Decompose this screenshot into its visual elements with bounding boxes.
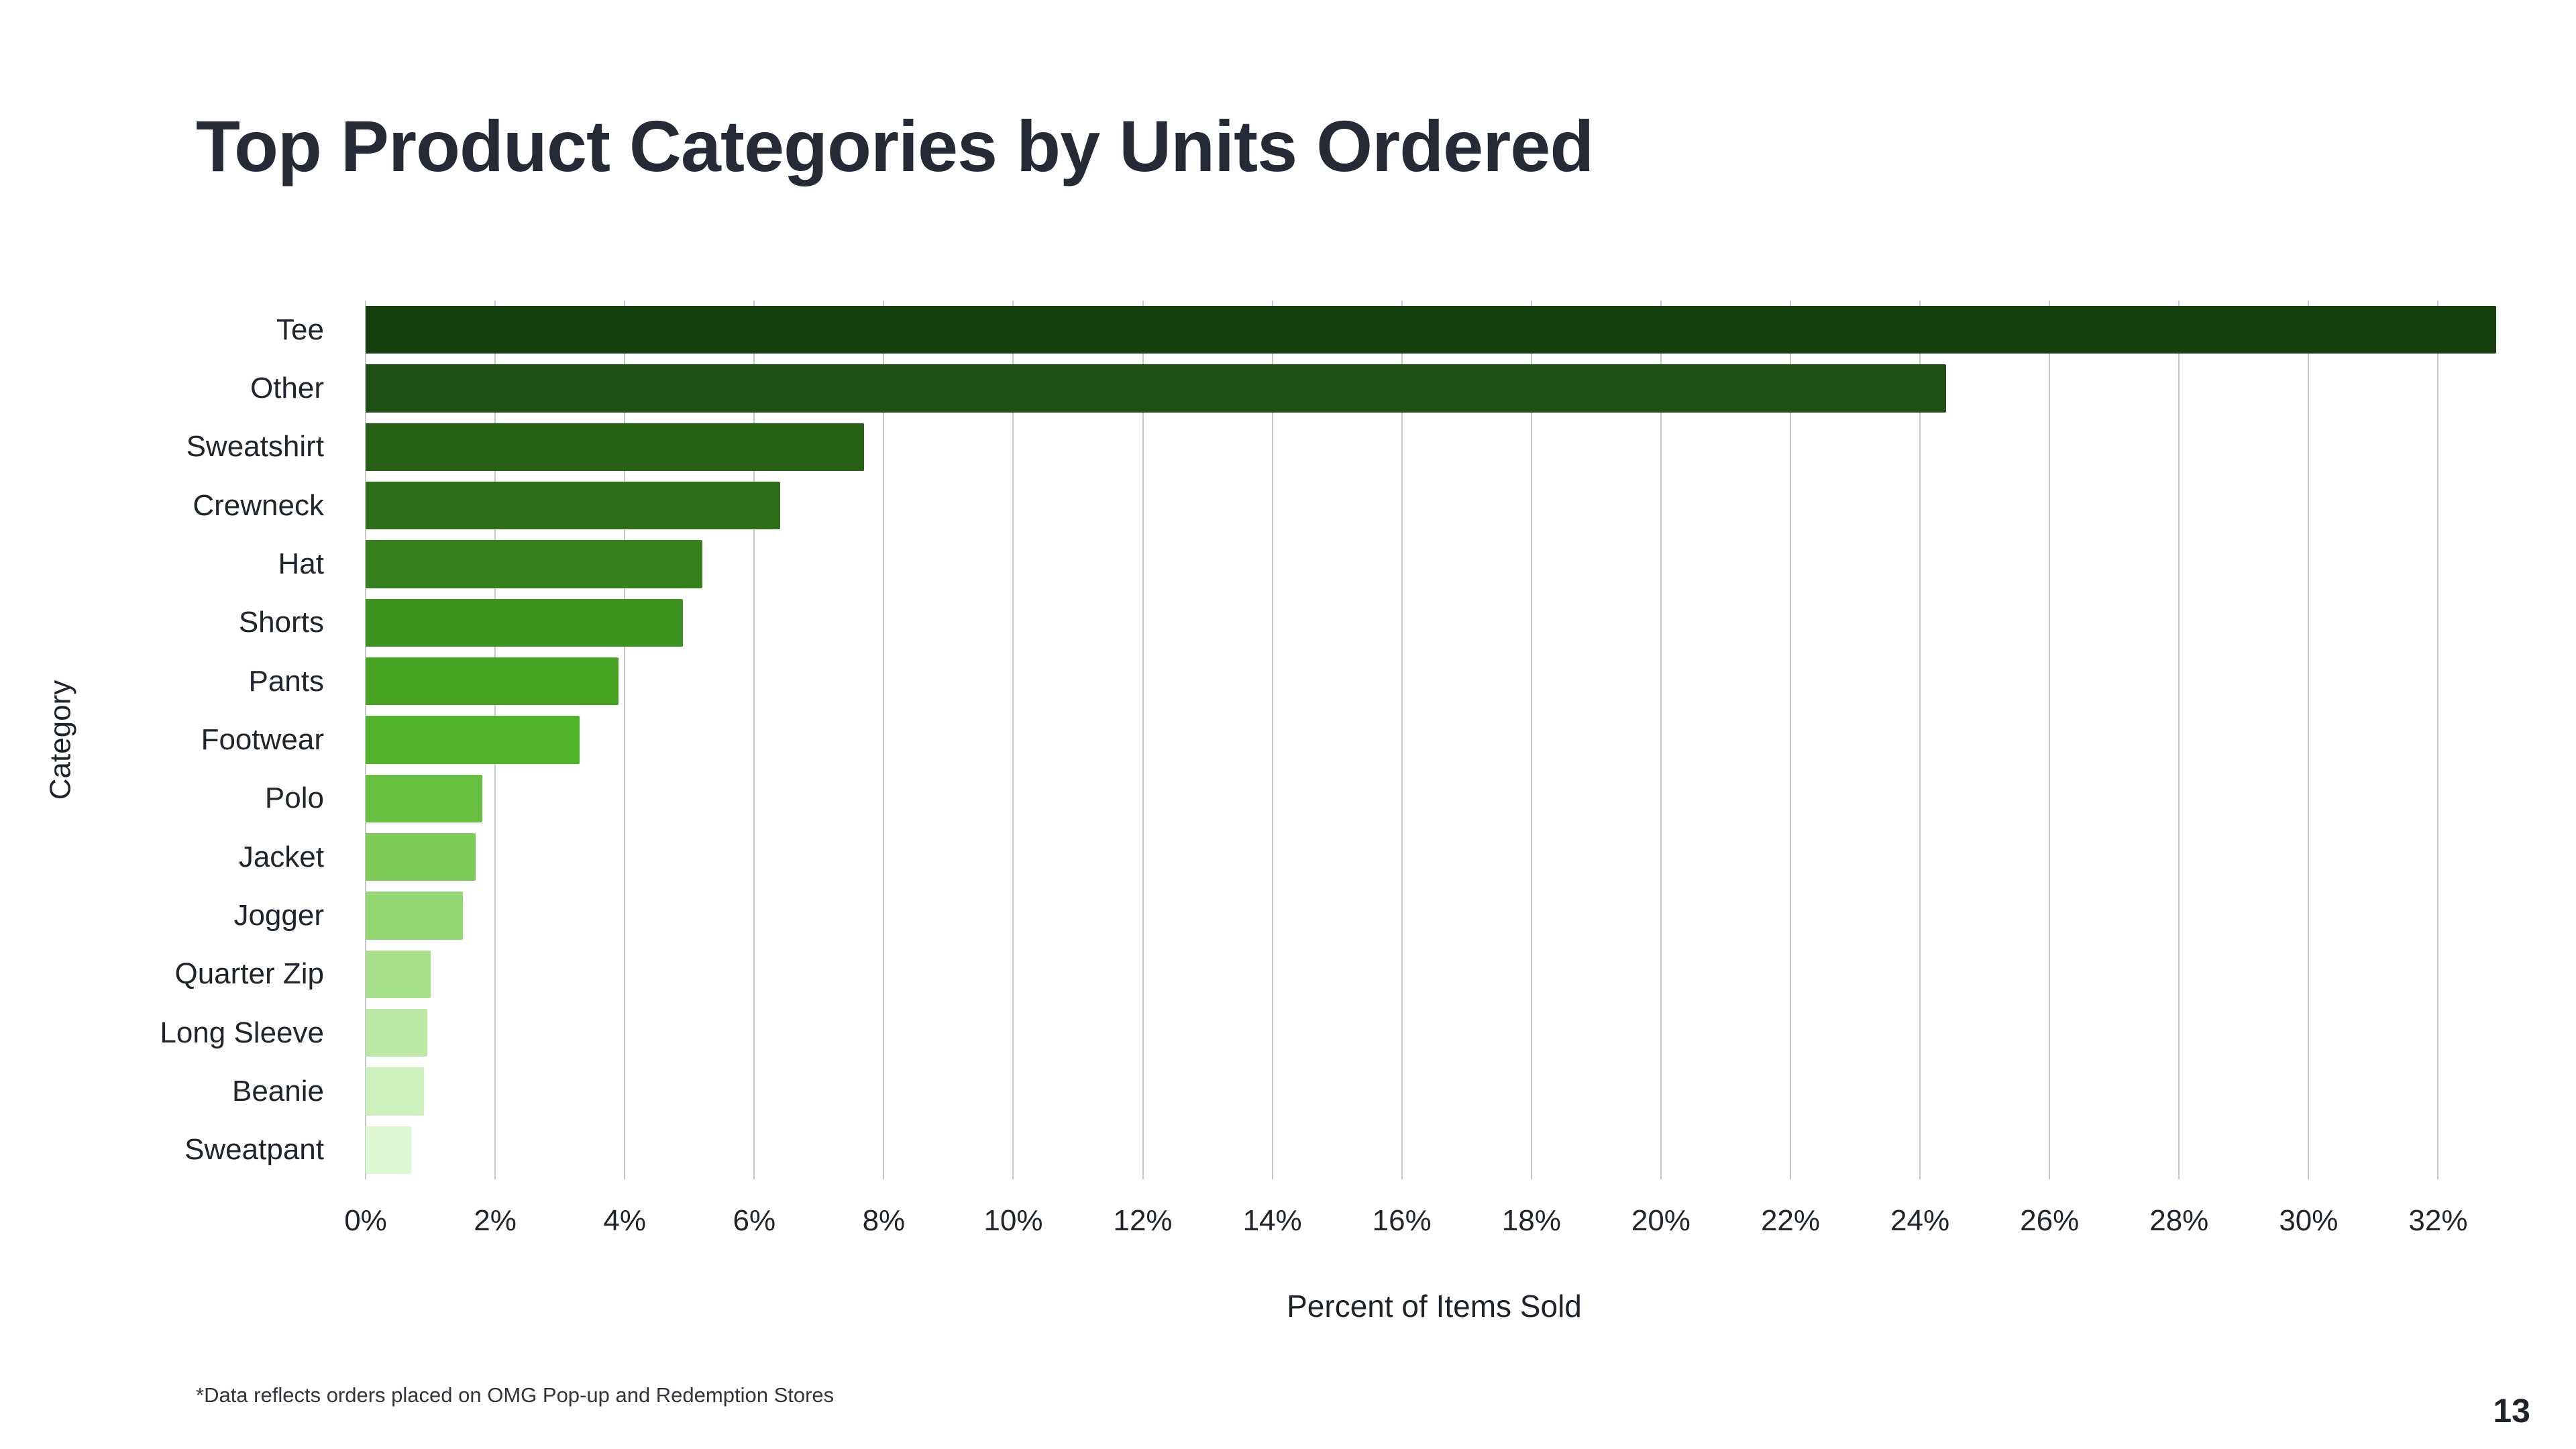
x-tick-label: 2% [474,1204,517,1237]
y-axis-category-label: Quarter Zip [174,957,324,991]
x-tick-label: 14% [1242,1204,1302,1237]
x-tick-label: 18% [1501,1204,1561,1237]
gridline [2308,301,2310,1179]
y-axis-category-label: Jacket [238,840,324,873]
bar-row [366,652,2503,710]
bar-row [366,769,2503,828]
x-tick-label: 26% [2020,1204,2080,1237]
bar-row [366,476,2503,535]
gridline [1142,301,1144,1179]
gridline [1012,301,1014,1179]
gridline [2178,301,2180,1179]
bar-hat [366,540,703,588]
gridline [1919,301,1921,1179]
x-tick-label: 10% [983,1204,1043,1237]
gridline [1789,301,1791,1179]
gridline [753,301,755,1179]
bar-row [366,1062,2503,1120]
y-axis-category-label: Hat [278,547,324,580]
bar-row [366,594,2503,652]
x-axis-labels: 0% 2% 4% 6% 8% 10% 12% 14% 16% 18% 20% 22% 24% 26% 28%… [344,1204,2503,1244]
x-tick-label: 20% [1631,1204,1690,1237]
bar-row [366,1004,2503,1062]
bar-row [366,945,2503,1004]
gridline [624,301,626,1179]
bar-row [366,418,2503,476]
bar-quarter-zip [366,950,431,999]
gridline [1401,301,1403,1179]
gridline [883,301,885,1179]
gridline [1660,301,1662,1179]
y-axis-category-label: Tee [276,313,324,346]
bar-row [366,828,2503,886]
x-tick-label: 32% [2408,1204,2468,1237]
x-tick-label: 24% [1890,1204,1950,1237]
bar-jacket [366,833,476,881]
bar-tee [366,305,2497,354]
footnote: *Data reflects orders placed on OMG Pop-… [196,1383,835,1407]
x-tick-label: 4% [603,1204,646,1237]
bar-sweatshirt [366,423,865,472]
bar-polo [366,774,482,823]
y-axis-category-label: Crewneck [193,488,324,522]
x-tick-label: 30% [2279,1204,2339,1237]
bar-row [366,1121,2503,1179]
y-axis-category-label: Beanie [231,1074,324,1108]
bar-beanie [366,1067,424,1116]
bar-row [366,535,2503,593]
page-number: 13 [2493,1392,2530,1430]
plot-area [365,301,2503,1179]
bar-other [366,364,1946,413]
y-axis-category-label: Jogger [233,898,324,932]
x-tick-label: 22% [1760,1204,1821,1237]
bar-long-sleeve [366,1008,427,1057]
bar-row [366,359,2503,417]
bar-jogger [366,892,463,940]
x-tick-label: 6% [733,1204,776,1237]
x-tick-label: 12% [1113,1204,1173,1237]
x-axis-title: Percent of Items Sold [1287,1289,1582,1324]
y-axis-category-label: Sweatshirt [186,430,324,464]
gridline [1271,301,1273,1179]
bar-footwear [366,716,580,764]
y-axis-category-label: Sweatpant [184,1133,324,1167]
chart-title: Top Product Categories by Units Ordered [196,105,1594,186]
gridline [2049,301,2051,1179]
y-axis-category-label: Other [250,371,324,405]
bar-chart [365,301,2503,1179]
y-axis-category-label: Footwear [201,722,324,756]
y-axis-category-label: Pants [248,664,324,698]
x-tick-label: 8% [862,1204,906,1237]
bar-crewneck [366,481,780,530]
y-axis-category-label: Polo [264,782,324,815]
bar-sweatpant [366,1126,411,1175]
bar-row [366,886,2503,945]
gridline [1530,301,1532,1179]
gridline [2437,301,2439,1179]
bar-shorts [366,598,684,647]
bar-row [366,301,2503,359]
y-axis-labels: Tee Other Sweatshirt Crewneck Hat Shorts Pants… [0,301,339,1179]
y-axis-category-label: Long Sleeve [160,1016,324,1049]
bar-pants [366,657,619,706]
x-tick-label: 0% [344,1204,387,1237]
x-tick-label: 28% [2149,1204,2209,1237]
x-tick-label: 16% [1372,1204,1432,1237]
y-axis-category-label: Shorts [238,606,324,639]
bar-row [366,710,2503,769]
